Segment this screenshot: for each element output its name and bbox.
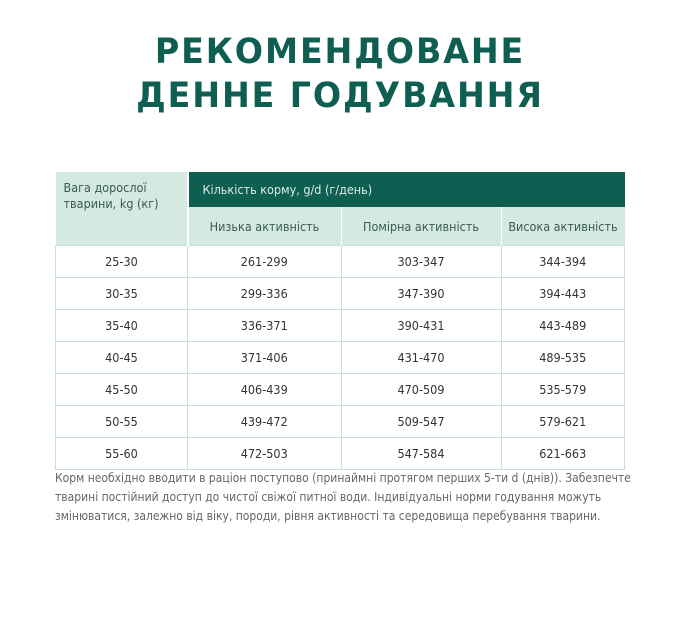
table-row: 30-35 299-336 347-390 394-443	[55, 277, 625, 310]
amount-cell: 535-579	[500, 373, 625, 406]
amount-cell: 394-443	[500, 277, 625, 310]
page-title: РЕКОМЕНДОВАНЕ ДЕННЕ ГОДУВАННЯ	[17, 30, 663, 118]
weight-cell: 40-45	[55, 341, 188, 374]
amount-cell: 470-509	[340, 373, 502, 406]
amount-cell: 439-472	[187, 405, 342, 438]
title-line-2: ДЕННЕ ГОДУВАННЯ	[136, 76, 544, 116]
table-row: 40-45 371-406 431-470 489-535	[55, 341, 625, 374]
weight-cell: 50-55	[55, 405, 188, 438]
table-row: 25-30 261-299 303-347 344-394	[55, 245, 625, 278]
table-row: 50-55 439-472 509-547 579-621	[55, 405, 625, 438]
column-header-low: Низька активність	[187, 207, 341, 246]
amount-cell: 261-299	[187, 245, 342, 278]
amount-cell: 621-663	[500, 437, 625, 470]
amount-cell: 509-547	[340, 405, 502, 438]
amount-cell: 390-431	[340, 309, 502, 342]
table-row: 35-40 336-371 390-431 443-489	[55, 309, 625, 342]
amount-cell: 303-347	[340, 245, 502, 278]
amount-cell: 347-390	[340, 277, 502, 310]
amount-cell: 299-336	[187, 277, 342, 310]
amount-cell: 371-406	[187, 341, 342, 374]
weight-cell: 35-40	[55, 309, 188, 342]
column-header-high: Висока активність	[500, 207, 625, 246]
amount-cell: 547-584	[340, 437, 502, 470]
amount-cell: 472-503	[187, 437, 342, 470]
amount-cell: 579-621	[500, 405, 625, 438]
amount-cell: 489-535	[500, 341, 625, 374]
weight-cell: 30-35	[55, 277, 188, 310]
table-row: 55-60 472-503 547-584 621-663	[55, 437, 625, 470]
title-line-1: РЕКОМЕНДОВАНЕ	[154, 32, 526, 72]
amount-cell: 406-439	[187, 373, 342, 406]
amount-cell: 336-371	[187, 309, 342, 342]
feeding-note: Корм необхідно вводити в раціон поступов…	[55, 471, 631, 523]
weight-cell: 45-50	[55, 373, 188, 406]
amount-cell: 443-489	[500, 309, 625, 342]
amount-cell: 431-470	[340, 341, 502, 374]
weight-cell: 55-60	[55, 437, 188, 470]
weight-cell: 25-30	[55, 245, 188, 278]
feeding-table: Вага дорослої тварини, kg (кг) Кількість…	[55, 172, 625, 470]
weight-header: Вага дорослої тварини, kg (кг)	[55, 172, 189, 246]
amount-cell: 344-394	[500, 245, 625, 278]
table-row: 45-50 406-439 470-509 535-579	[55, 373, 625, 406]
column-header-moderate: Помірна активність	[340, 207, 501, 246]
amount-group-header: Кількість корму, g/d (г/день)	[187, 172, 625, 207]
